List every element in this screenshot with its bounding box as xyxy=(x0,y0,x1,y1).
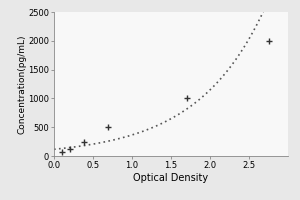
X-axis label: Optical Density: Optical Density xyxy=(134,173,208,183)
Y-axis label: Concentration(pg/mL): Concentration(pg/mL) xyxy=(18,34,27,134)
